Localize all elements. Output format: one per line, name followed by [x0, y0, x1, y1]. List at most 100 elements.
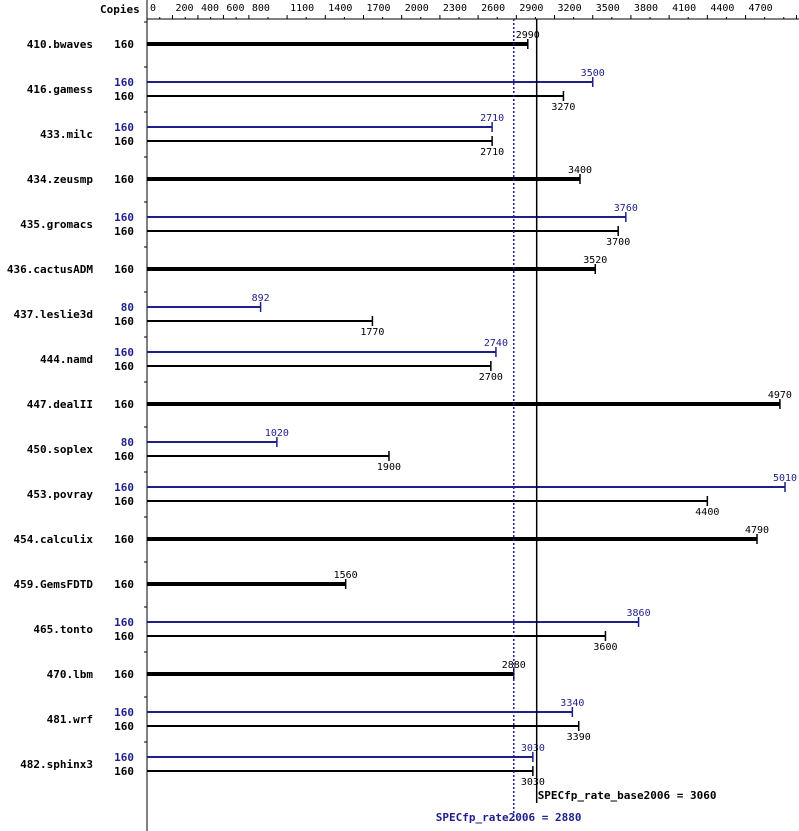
- x-tick-label: 1700: [366, 3, 390, 14]
- base-copies: 160: [114, 668, 134, 681]
- base-value-label: 3700: [606, 237, 630, 248]
- peak-reference-label: SPECfp_rate2006 = 2880: [436, 811, 582, 824]
- benchmark-row: 410.bwaves 160 2990: [27, 21, 540, 51]
- benchmark-name: 436.cactusADM: [7, 263, 93, 276]
- base-value-label: 2880: [502, 660, 526, 671]
- x-tick-label: 4700: [749, 3, 773, 14]
- benchmark-name: 410.bwaves: [27, 38, 93, 51]
- benchmark-name: 444.namd: [40, 353, 93, 366]
- base-copies: 160: [114, 533, 134, 546]
- base-copies: 160: [114, 720, 134, 733]
- base-copies: 160: [114, 135, 134, 148]
- base-copies: 160: [114, 450, 134, 463]
- base-value-label: 3390: [567, 732, 591, 743]
- peak-value-label: 3760: [614, 203, 638, 214]
- peak-copies: 160: [114, 751, 134, 764]
- peak-copies: 160: [114, 616, 134, 629]
- benchmark-row: 459.GemsFDTD 160 1560: [14, 561, 358, 591]
- x-tick-label: 1100: [290, 3, 314, 14]
- base-copies: 160: [114, 495, 134, 508]
- base-value-label: 3400: [568, 165, 592, 176]
- base-copies: 160: [114, 38, 134, 51]
- base-value-label: 4400: [695, 507, 719, 518]
- x-tick-label: 1400: [328, 3, 352, 14]
- benchmark-name: 481.wrf: [47, 713, 93, 726]
- benchmark-row: 436.cactusADM 160 3520: [7, 246, 607, 276]
- base-copies: 160: [114, 360, 134, 373]
- base-value-label: 1770: [360, 327, 384, 338]
- benchmark-name: 450.soplex: [27, 443, 94, 456]
- benchmark-name: 435.gromacs: [20, 218, 93, 231]
- base-copies: 160: [114, 578, 134, 591]
- benchmark-row: 434.zeusmp 160 3400: [27, 156, 592, 186]
- x-tick-label: 4100: [672, 3, 696, 14]
- base-value-label: 4970: [768, 390, 792, 401]
- x-tick-label: 400: [201, 3, 219, 14]
- base-value-label: 3520: [583, 255, 607, 266]
- x-tick-label: 600: [226, 3, 244, 14]
- benchmark-name: 454.calculix: [14, 533, 94, 546]
- peak-copies: 160: [114, 121, 134, 134]
- x-tick-label: 2300: [443, 3, 467, 14]
- peak-value-label: 5010: [773, 473, 797, 484]
- base-copies: 160: [114, 398, 134, 411]
- base-value-label: 1900: [377, 462, 401, 473]
- base-reference-label: SPECfp_rate_base2006 = 3060: [538, 789, 717, 802]
- benchmark-name: 470.lbm: [47, 668, 94, 681]
- base-copies: 160: [114, 173, 134, 186]
- base-copies: 160: [114, 630, 134, 643]
- peak-copies: 160: [114, 346, 134, 359]
- base-value-label: 2700: [479, 372, 503, 383]
- x-tick-label: 800: [252, 3, 270, 14]
- peak-value-label: 2710: [480, 113, 504, 124]
- x-tick-label: 200: [175, 3, 193, 14]
- benchmark-rows: 410.bwaves 1602990416.gamess1601603500327…: [7, 21, 797, 788]
- x-tick-label: 0: [150, 3, 156, 14]
- x-tick-label: 2600: [481, 3, 505, 14]
- base-value-label: 3030: [521, 777, 545, 788]
- benchmark-name: 437.leslie3d: [14, 308, 93, 321]
- peak-value-label: 3500: [581, 68, 605, 79]
- base-copies: 160: [114, 315, 134, 328]
- x-tick-label: 3200: [558, 3, 582, 14]
- copies-header: Copies: [100, 3, 140, 16]
- peak-value-label: 3860: [627, 608, 651, 619]
- benchmark-name: 416.gamess: [27, 83, 93, 96]
- base-value-label: 2990: [516, 30, 540, 41]
- benchmark-name: 434.zeusmp: [27, 173, 94, 186]
- benchmark-name: 447.dealII: [27, 398, 93, 411]
- benchmark-name: 459.GemsFDTD: [14, 578, 94, 591]
- benchmark-row: 454.calculix 160 4790: [14, 516, 769, 546]
- benchmark-row: 470.lbm 160 2880: [47, 651, 526, 681]
- x-tick-label: 2900: [519, 3, 543, 14]
- base-value-label: 3270: [551, 102, 575, 113]
- base-value-label: 3600: [593, 642, 617, 653]
- peak-copies: 80: [121, 436, 134, 449]
- peak-value-label: 2740: [484, 338, 508, 349]
- base-copies: 160: [114, 263, 134, 276]
- peak-copies: 160: [114, 211, 134, 224]
- base-value-label: 2710: [480, 147, 504, 158]
- peak-value-label: 3340: [560, 698, 584, 709]
- x-tick-label: 3800: [634, 3, 658, 14]
- base-value-label: 4790: [745, 525, 769, 536]
- base-copies: 160: [114, 90, 134, 103]
- peak-copies: 80: [121, 301, 134, 314]
- base-copies: 160: [114, 225, 134, 238]
- peak-copies: 160: [114, 481, 134, 494]
- x-tick-label: 3500: [596, 3, 620, 14]
- x-tick-label: 2000: [405, 3, 429, 14]
- benchmark-row: 447.dealII 160 4970: [27, 381, 792, 411]
